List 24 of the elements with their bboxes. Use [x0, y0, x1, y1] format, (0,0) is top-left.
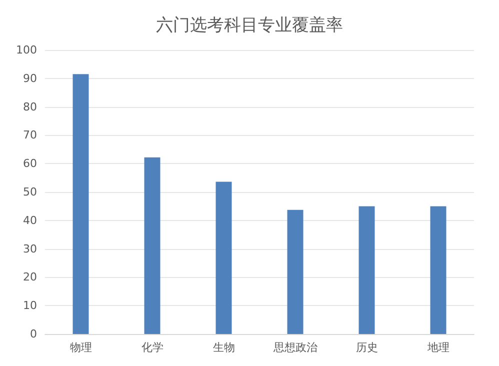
- x-tick-label: 思想政治: [272, 341, 318, 354]
- bar: [216, 182, 232, 334]
- y-tick-label: 90: [23, 72, 37, 85]
- y-tick-label: 60: [23, 157, 37, 170]
- y-tick-label: 20: [23, 270, 37, 284]
- bar: [144, 157, 160, 334]
- chart-title: 六门选考科目专业覆盖率: [156, 16, 343, 36]
- y-tick-label: 40: [23, 214, 37, 227]
- y-tick-label: 0: [30, 328, 37, 340]
- bar: [287, 210, 304, 334]
- bar: [72, 74, 89, 334]
- x-tick-label: 历史: [356, 341, 378, 354]
- y-tick-label: 80: [23, 100, 37, 114]
- bar: [358, 206, 375, 334]
- y-tick-label: 50: [23, 186, 37, 198]
- x-tick-label: 物理: [70, 341, 92, 354]
- x-tick-label: 地理: [426, 341, 450, 354]
- y-tick-label: 100: [16, 44, 37, 56]
- x-tick-label: 化学: [141, 341, 164, 354]
- y-tick-label: 10: [23, 299, 37, 312]
- x-tick-label: 生物: [212, 341, 235, 354]
- y-tick-label: 70: [23, 128, 37, 142]
- bar: [430, 206, 446, 334]
- y-tick-label: 30: [23, 242, 37, 256]
